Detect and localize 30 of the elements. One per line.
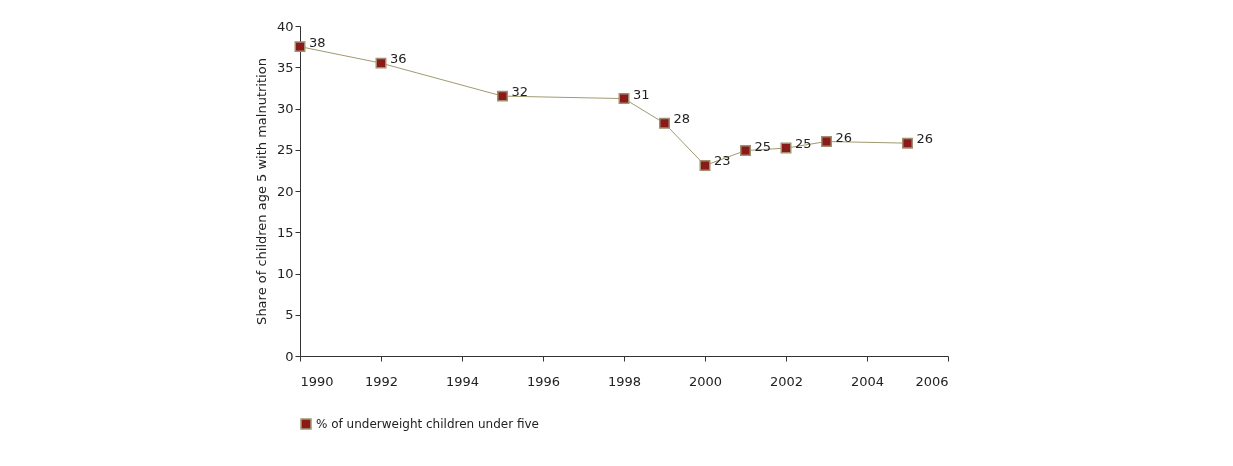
y-tick-label: 35 bbox=[276, 59, 294, 75]
data-label: 28 bbox=[673, 111, 691, 127]
x-tick-label: 1992 bbox=[364, 373, 399, 389]
y-tick-label: 0 bbox=[285, 348, 294, 364]
data-label: 36 bbox=[390, 51, 407, 67]
x-tick-label: 2006 bbox=[915, 373, 949, 389]
y-tick-label: 10 bbox=[276, 266, 294, 281]
y-tick-label: 30 bbox=[276, 101, 294, 116]
y-tick-label: 20 bbox=[276, 183, 294, 199]
data-label: 25 bbox=[795, 136, 812, 152]
data-label: 26 bbox=[916, 131, 934, 147]
x-tick-label: 2000 bbox=[688, 373, 723, 389]
y-tick-label: 15 bbox=[276, 224, 294, 240]
x-tick-label: 1996 bbox=[526, 373, 561, 389]
data-label: 26 bbox=[835, 129, 853, 145]
y-tick-label: 25 bbox=[276, 142, 294, 158]
y-tick-label: 40 bbox=[276, 18, 294, 34]
x-tick-label: 1994 bbox=[445, 373, 480, 389]
data-label: 25 bbox=[754, 138, 772, 154]
x-tick-label: 2004 bbox=[850, 373, 885, 389]
y-tick-label: 5 bbox=[285, 307, 294, 323]
x-tick-label: 1990 bbox=[300, 373, 334, 389]
data-label: 38 bbox=[309, 34, 326, 50]
data-label: 32 bbox=[511, 84, 529, 100]
data-label: 23 bbox=[714, 153, 731, 169]
data-label: 31 bbox=[633, 86, 650, 102]
legend-label: % of underweight children under five bbox=[316, 417, 539, 431]
x-tick-label: 1998 bbox=[607, 373, 642, 389]
x-tick-label: 2002 bbox=[769, 373, 804, 389]
y-axis-title: Share of children age 5 with malnutrition bbox=[253, 58, 269, 325]
